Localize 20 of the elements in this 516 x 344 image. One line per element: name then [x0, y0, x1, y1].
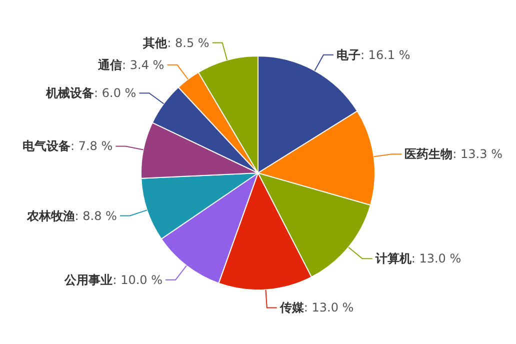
data-label: : 13.0 % [411, 252, 462, 266]
slice-label: 通信 [97, 58, 122, 72]
data-label: : 3.4 % [122, 58, 164, 72]
data-label: : 8.8 % [74, 208, 117, 223]
data-label: : 7.8 % [70, 139, 113, 154]
slice-label: 其他 [142, 36, 168, 50]
slice-label: 公用事业 [64, 272, 113, 287]
data-label: : 10.0 % [112, 272, 163, 287]
data-label: : 16.1 % [360, 48, 410, 62]
slice-label: 医药生物 [404, 147, 453, 162]
slice-label: 机械设备 [45, 86, 94, 100]
data-label: : 13.0 % [304, 300, 354, 315]
data-label: : 8.5 % [167, 36, 210, 50]
slice-label: 电子 [336, 48, 360, 62]
slice-label: 计算机 [374, 252, 412, 266]
data-label: : 13.3 % [452, 147, 502, 162]
slice-label: 传媒 [278, 300, 305, 315]
slice-label: 农林牧渔 [26, 208, 75, 223]
slice-label: 电气设备 [22, 139, 71, 154]
data-label: : 6.0 % [94, 86, 136, 100]
